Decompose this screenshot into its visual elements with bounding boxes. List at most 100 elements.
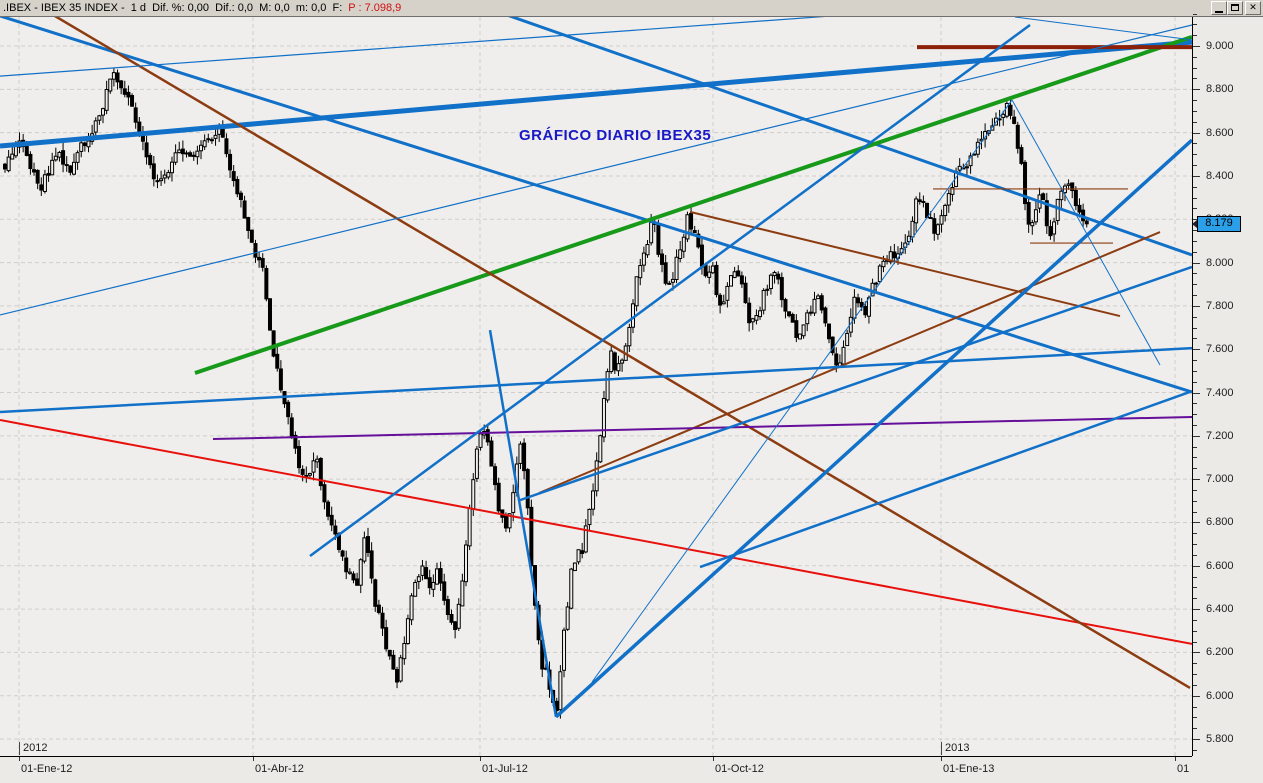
maximize-icon bbox=[1231, 4, 1239, 11]
y-minor-tick bbox=[1193, 56, 1197, 58]
y-minor-tick bbox=[1193, 154, 1197, 156]
y-minor-tick bbox=[1193, 446, 1197, 448]
x-axis-label: 01-Oct-12 bbox=[715, 763, 764, 775]
y-minor-tick bbox=[1193, 414, 1197, 416]
y-minor-tick bbox=[1193, 489, 1197, 491]
trendline-purple-horizontal bbox=[212, 415, 1193, 441]
y-minor-tick bbox=[1193, 684, 1197, 686]
window-title: .IBEX - IBEX 35 INDEX - 1 d Dif. %: 0,00… bbox=[3, 2, 343, 14]
y-minor-tick bbox=[1193, 197, 1197, 199]
y-axis-label: 9.000 bbox=[1206, 40, 1234, 52]
y-minor-tick bbox=[1193, 13, 1197, 15]
trendline-blue-v-right bbox=[554, 138, 1194, 719]
x-axis-label: 01-Abr-12 bbox=[255, 763, 304, 775]
trendline-blue-v-left bbox=[488, 329, 558, 718]
y-major-tick bbox=[1193, 392, 1200, 394]
trendline-brown-desc-sep-peak bbox=[689, 210, 1121, 318]
y-major-tick bbox=[1193, 219, 1200, 221]
trendline-brown-desc-steep bbox=[27, 0, 1191, 689]
trendline-blue-rising-steep bbox=[309, 23, 1031, 558]
y-minor-tick bbox=[1193, 598, 1197, 600]
y-minor-tick bbox=[1193, 78, 1197, 80]
minimize-button[interactable] bbox=[1211, 1, 1227, 15]
y-axis-label: 6.800 bbox=[1206, 516, 1234, 529]
x-tick bbox=[713, 757, 714, 761]
y-axis-label: 8.800 bbox=[1206, 83, 1234, 96]
y-major-tick bbox=[1193, 46, 1200, 47]
last-price-tag: 8.179 bbox=[1197, 215, 1241, 232]
x-tick bbox=[253, 757, 254, 761]
x-tick bbox=[19, 757, 20, 761]
x-axis-label: 01-Jul-12 bbox=[482, 763, 528, 775]
y-minor-tick bbox=[1193, 24, 1197, 26]
y-major-tick bbox=[1193, 652, 1200, 654]
minimize-icon bbox=[1215, 11, 1223, 13]
y-minor-tick bbox=[1193, 468, 1197, 470]
y-minor-tick bbox=[1193, 295, 1197, 297]
trendline-blue-rising-low bbox=[699, 390, 1193, 569]
title-bar[interactable]: .IBEX - IBEX 35 INDEX - 1 d Dif. %: 0,00… bbox=[0, 0, 1263, 17]
trendline-blue-thin-topright bbox=[1014, 16, 1193, 41]
y-minor-tick bbox=[1193, 360, 1197, 362]
maximize-button[interactable] bbox=[1227, 1, 1243, 15]
trendline-red-desc-long bbox=[0, 419, 1193, 645]
y-minor-tick bbox=[1193, 424, 1197, 426]
trendline-blue-desc-from-topleft bbox=[0, 14, 1193, 394]
y-axis-label: 8.400 bbox=[1206, 169, 1234, 182]
last-price-arrow-icon bbox=[1192, 219, 1197, 228]
y-major-tick bbox=[1193, 89, 1200, 91]
y-minor-tick bbox=[1193, 186, 1197, 188]
trendline-blue-desc-channel bbox=[503, 12, 1193, 257]
trendline-blue-thin-rising-long bbox=[0, 24, 1193, 316]
y-minor-tick bbox=[1193, 544, 1197, 546]
y-major-tick bbox=[1193, 132, 1200, 134]
y-minor-tick bbox=[1193, 717, 1197, 719]
year-label: 2012 bbox=[19, 742, 47, 755]
x-tick bbox=[480, 757, 481, 761]
chart-canvas[interactable]: GRÁFICO DIARIO IBEX35 bbox=[0, 0, 1194, 756]
y-minor-tick bbox=[1193, 619, 1197, 621]
y-minor-tick bbox=[1193, 403, 1197, 405]
y-minor-tick bbox=[1193, 121, 1197, 123]
close-icon: ✕ bbox=[1249, 3, 1257, 13]
close-button[interactable]: ✕ bbox=[1245, 1, 1261, 15]
y-minor-tick bbox=[1193, 240, 1197, 242]
y-axis-label: 8.600 bbox=[1206, 126, 1234, 139]
trendline-blue-thin-top bbox=[0, 7, 941, 77]
y-minor-tick bbox=[1193, 511, 1197, 513]
y-major-tick bbox=[1193, 305, 1200, 307]
y-major-tick bbox=[1193, 565, 1200, 567]
y-minor-tick bbox=[1193, 749, 1197, 751]
y-minor-tick bbox=[1193, 230, 1197, 232]
time-axis-line bbox=[0, 756, 1192, 757]
y-minor-tick bbox=[1193, 641, 1197, 643]
y-major-tick bbox=[1193, 479, 1200, 481]
y-minor-tick bbox=[1193, 663, 1197, 665]
trendline-blue-major-rising bbox=[0, 39, 1193, 149]
y-major-tick bbox=[1193, 609, 1200, 611]
y-axis-label: 6.600 bbox=[1206, 559, 1234, 572]
x-axis-label: 01-Ene-12 bbox=[21, 763, 73, 775]
y-minor-tick bbox=[1193, 35, 1197, 37]
x-axis-label: 01 bbox=[1177, 763, 1190, 775]
trend-lines bbox=[0, 0, 1194, 719]
y-minor-tick bbox=[1193, 728, 1197, 730]
y-axis-label: 7.600 bbox=[1206, 343, 1234, 356]
y-minor-tick bbox=[1193, 110, 1197, 112]
y-minor-tick bbox=[1193, 533, 1197, 535]
y-minor-tick bbox=[1193, 381, 1197, 383]
trendline-blue-shallow-rising bbox=[0, 346, 1193, 414]
y-major-tick bbox=[1193, 435, 1200, 437]
chart-annotation: GRÁFICO DIARIO IBEX35 bbox=[519, 127, 712, 144]
y-minor-tick bbox=[1193, 316, 1197, 318]
y-minor-tick bbox=[1193, 706, 1197, 708]
y-minor-tick bbox=[1193, 338, 1197, 340]
price-axis[interactable]: 9.0008.8008.6008.4008.2008.0007.8007.600… bbox=[1192, 13, 1263, 756]
y-minor-tick bbox=[1193, 587, 1197, 589]
x-axis-label: 01-Ene-13 bbox=[943, 763, 995, 775]
y-minor-tick bbox=[1193, 674, 1197, 676]
y-axis-label: 8.000 bbox=[1206, 256, 1234, 269]
time-axis[interactable]: 01-Ene-12 01-Abr-12 01-Jul-12 01-Oct-12 01-E… bbox=[0, 742, 1263, 783]
y-minor-tick bbox=[1193, 500, 1197, 502]
y-minor-tick bbox=[1193, 165, 1197, 167]
